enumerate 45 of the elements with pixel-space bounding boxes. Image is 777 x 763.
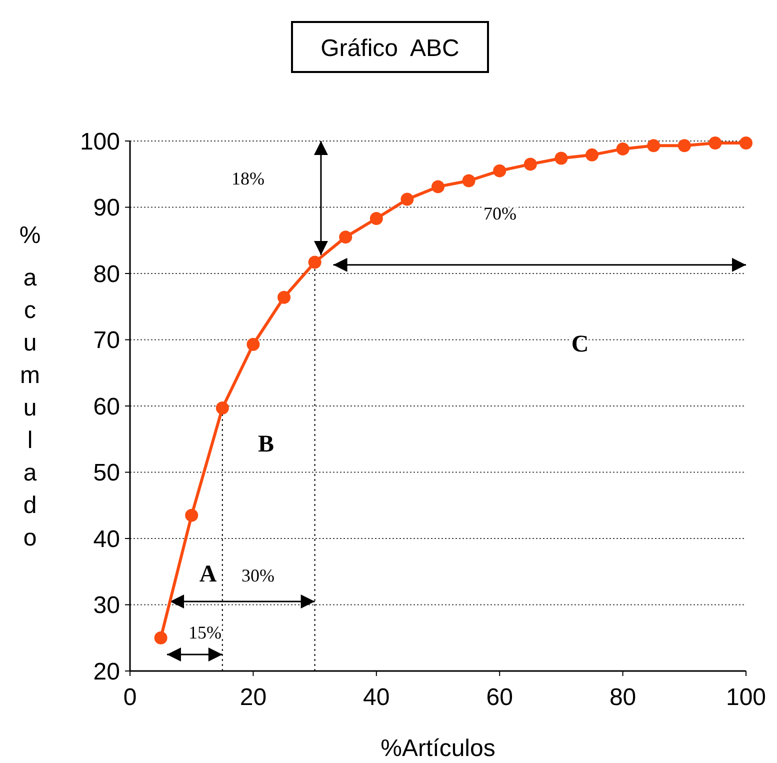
y-tick-label: 60 (93, 393, 120, 420)
point (708, 136, 722, 150)
point (493, 164, 506, 178)
x-tick-label: 60 (486, 684, 513, 711)
point (308, 256, 322, 269)
point (185, 508, 198, 522)
annotation: B (258, 431, 274, 458)
point (554, 152, 568, 165)
point (246, 338, 260, 351)
annotation: C (571, 331, 589, 358)
y-tick-label: 30 (93, 592, 120, 620)
annotation: A (199, 561, 218, 588)
chart-title: Gráfico ABC (320, 35, 460, 62)
point (740, 136, 752, 150)
point (647, 139, 660, 152)
point (616, 142, 630, 156)
x-tick-label: 80 (609, 684, 636, 711)
point (278, 290, 290, 304)
y-tick-label: 70 (93, 327, 120, 354)
point (678, 139, 691, 152)
y-tick-label: 50 (93, 460, 120, 487)
annotation: 15% (188, 622, 222, 642)
x-tick-label: 20 (240, 684, 267, 711)
y-tick-label: 100 (80, 128, 120, 156)
x-tick-label: 40 (363, 684, 390, 711)
text: % acumulado (19, 222, 41, 552)
point (339, 230, 352, 244)
point (462, 174, 476, 188)
y-tick-label: 20 (93, 658, 120, 686)
point (524, 158, 537, 171)
annotation: 30% (242, 565, 274, 586)
point (586, 148, 598, 162)
point (154, 631, 168, 644)
point (432, 180, 444, 194)
y-tick-label: 80 (93, 260, 120, 288)
y-tick-label: 90 (93, 194, 120, 222)
point (400, 192, 414, 206)
x-axis-title: %Artículos (380, 735, 496, 762)
x-tick-label: 0 (123, 684, 137, 711)
point (370, 212, 383, 226)
annotation: 18% (232, 168, 264, 188)
x-tick-label: 100 (726, 684, 766, 711)
point (216, 401, 229, 414)
annotation: 70% (484, 203, 516, 224)
y-tick-label: 40 (93, 526, 120, 553)
